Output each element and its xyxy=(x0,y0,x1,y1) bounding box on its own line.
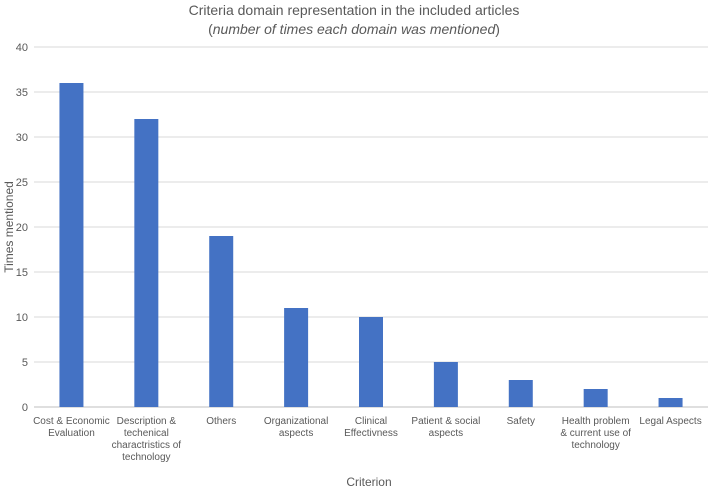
bar xyxy=(508,380,533,407)
x-axis-title: Criterion xyxy=(346,475,391,489)
x-category-label: Clinical Effectivness xyxy=(344,416,398,439)
x-category-label: Safety xyxy=(507,416,535,427)
bar xyxy=(359,317,383,407)
bar xyxy=(134,119,159,407)
y-tick-label: 35 xyxy=(16,87,28,99)
x-category-label: Organizational aspects xyxy=(264,416,328,439)
x-category-label: Description & techenical charactristics of… xyxy=(112,416,182,463)
y-axis-ticks: 0 5 10 15 20 25 30 35 40 xyxy=(16,42,28,414)
y-tick-label: 15 xyxy=(16,267,28,279)
bar xyxy=(433,362,458,407)
chart-subtitle: (number of times each domain was mention… xyxy=(208,21,500,37)
y-axis-title: Times mentioned xyxy=(2,181,16,273)
x-category-label: Others xyxy=(206,416,236,427)
y-tick-label: 0 xyxy=(22,402,28,414)
chart-subtitle-italic: number of times each domain was mentione… xyxy=(213,21,497,37)
x-category-label: Legal Aspects xyxy=(639,416,701,427)
chart-title: Criteria domain representation in the in… xyxy=(189,2,520,18)
y-tick-label: 30 xyxy=(16,132,28,144)
bar xyxy=(59,83,84,407)
bar xyxy=(583,389,608,407)
y-tick-label: 25 xyxy=(16,177,28,189)
bar xyxy=(284,308,309,407)
x-category-label: Health problem & current use of technology xyxy=(560,416,631,451)
bars xyxy=(59,83,683,407)
y-tick-label: 5 xyxy=(22,357,28,369)
x-category-label: Cost & Economic Evaluation xyxy=(33,416,110,439)
bar xyxy=(209,236,234,407)
y-tick-label: 20 xyxy=(16,222,28,234)
y-tick-label: 40 xyxy=(16,42,28,54)
x-category-label: Patient & social aspects xyxy=(411,416,480,439)
bar xyxy=(658,398,683,407)
y-tick-label: 10 xyxy=(16,312,28,324)
